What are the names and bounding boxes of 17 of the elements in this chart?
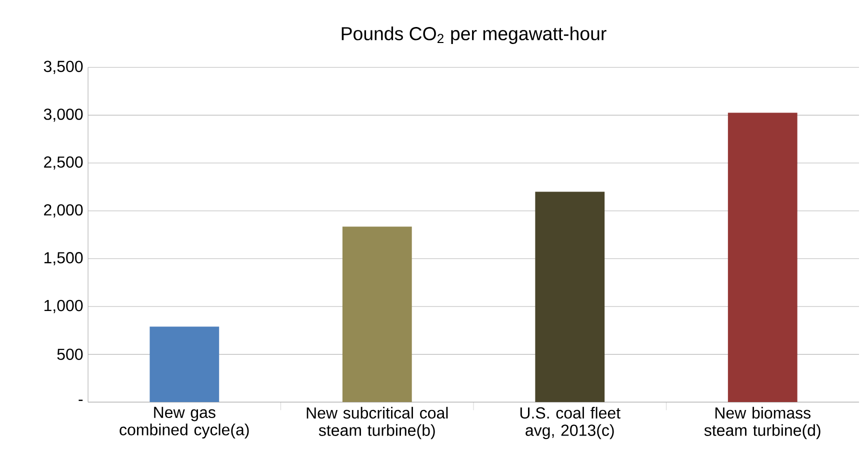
y-tick-label: 2,500: [44, 156, 83, 170]
y-tick-label: 500: [57, 348, 83, 360]
chart-title: Pounds CO$_{2}$ per megawatt-hour: [342, 26, 606, 44]
y-tick-label: -: [78, 400, 83, 401]
y-tick-label: 2,000: [44, 204, 83, 218]
bar: [535, 192, 605, 402]
bar: [342, 226, 412, 402]
x-tick-label: New subcritical coal steam turbine(b): [306, 406, 448, 440]
bar: [150, 326, 220, 402]
y-tick-label: 3,000: [44, 108, 83, 122]
x-tick-label: New gas combined cycle(a): [120, 406, 249, 438]
bar: [728, 112, 798, 402]
y-tick-label: 1,500: [44, 252, 83, 266]
x-tick-label: New biomass steam turbine(d): [704, 406, 820, 440]
y-tick-label: 3,500: [44, 60, 83, 74]
x-tick-label: U.S. coal fleet avg, 2013(c): [520, 406, 620, 440]
y-tick-label: 1,000: [44, 300, 83, 314]
